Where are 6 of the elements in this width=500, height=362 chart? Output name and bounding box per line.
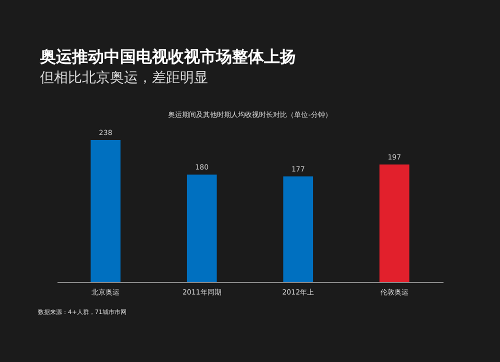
bar <box>90 140 121 282</box>
chart-subtitle: 但相比北京奥运，差距明显 <box>40 70 208 86</box>
bar <box>186 174 217 282</box>
bar <box>379 164 410 282</box>
chart-title: 奥运推动中国电视收视市场整体上扬 <box>39 47 296 66</box>
bar <box>283 176 314 282</box>
